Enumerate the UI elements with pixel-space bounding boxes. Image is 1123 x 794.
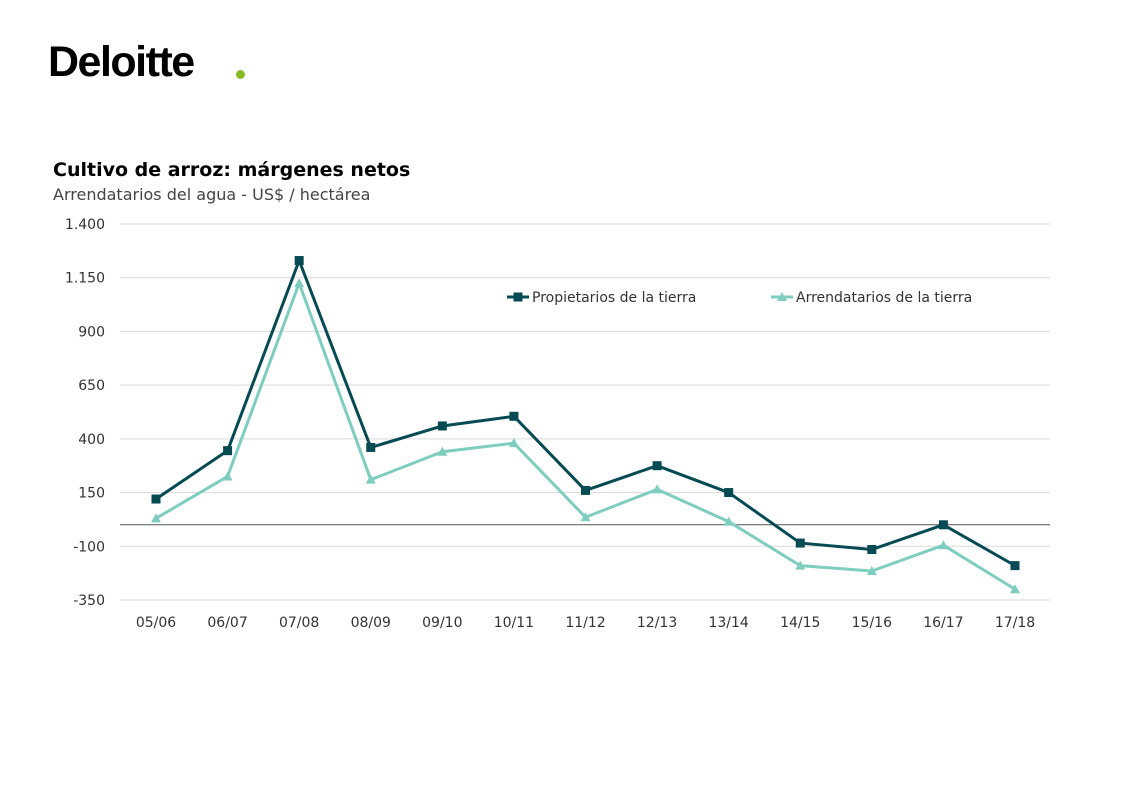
legend-label: Arrendatarios de la tierra xyxy=(796,290,972,306)
x-tick-label: 10/11 xyxy=(494,615,534,631)
data-point xyxy=(365,474,376,484)
y-tick-label: 150 xyxy=(78,486,105,502)
x-tick-label: 09/10 xyxy=(422,615,462,631)
data-point xyxy=(867,545,877,555)
series-group xyxy=(151,256,1020,594)
legend-marker xyxy=(777,292,787,301)
y-tick-label: 1.400 xyxy=(65,217,105,233)
y-tick-labels: -350 -100 150 400 650 900 1.150 1.400 xyxy=(65,217,105,609)
x-tick-label: 17/18 xyxy=(995,615,1035,631)
data-point xyxy=(795,560,806,570)
x-tick-labels: 05/06 06/07 07/08 08/09 09/10 10/11 11/12 12/13… xyxy=(136,615,1035,631)
x-tick-label: 13/14 xyxy=(708,615,748,631)
x-tick-label: 05/06 xyxy=(136,615,176,631)
data-point xyxy=(652,461,662,471)
legend-marker xyxy=(513,292,523,302)
logo-dot xyxy=(236,70,245,79)
data-point xyxy=(223,446,233,456)
x-tick-label: 06/07 xyxy=(207,615,247,631)
data-point xyxy=(724,488,734,498)
data-point xyxy=(294,278,305,288)
legend-item: Arrendatarios de la tierra xyxy=(771,290,972,306)
data-point xyxy=(508,438,519,448)
y-tick-label: -100 xyxy=(73,539,105,555)
data-point xyxy=(294,256,304,266)
data-point xyxy=(1010,561,1020,571)
data-point xyxy=(580,512,591,522)
data-point xyxy=(366,442,376,452)
data-point xyxy=(795,538,805,548)
data-point xyxy=(652,484,663,494)
y-tick-label: 650 xyxy=(78,378,105,394)
x-tick-label: 14/15 xyxy=(780,615,820,631)
data-point xyxy=(222,471,233,481)
data-point xyxy=(723,516,734,526)
x-tick-label: 12/13 xyxy=(637,615,677,631)
deloitte-logo: Deloitte xyxy=(48,38,195,86)
data-point xyxy=(938,520,948,530)
data-point xyxy=(866,565,877,575)
gridlines xyxy=(120,223,1050,601)
data-point xyxy=(151,513,161,523)
y-tick-label: 400 xyxy=(78,432,105,448)
chart-title: Cultivo de arroz: márgenes netos xyxy=(53,159,411,181)
y-tick-label: 900 xyxy=(78,324,105,340)
data-point xyxy=(509,411,519,421)
y-tick-label: 1.150 xyxy=(65,271,105,287)
data-point xyxy=(437,446,448,456)
x-tick-label: 11/12 xyxy=(565,615,605,631)
data-point xyxy=(1010,584,1020,594)
legend-item: Propietarios de la tierra xyxy=(507,290,696,306)
x-tick-label: 15/16 xyxy=(852,615,892,631)
chart-subtitle: Arrendatarios del agua - US$ / hectárea xyxy=(53,185,371,204)
legend-label: Propietarios de la tierra xyxy=(532,290,696,306)
series-1 xyxy=(151,256,1020,571)
data-point xyxy=(581,485,590,495)
legend: Propietarios de la tierra Arrendatarios d… xyxy=(507,290,972,306)
data-point xyxy=(437,421,447,431)
x-tick-label: 08/09 xyxy=(351,615,391,631)
x-tick-label: 07/08 xyxy=(279,615,319,631)
x-tick-label: 16/17 xyxy=(923,615,963,631)
data-point xyxy=(938,540,949,550)
y-tick-label: -350 xyxy=(73,593,105,609)
data-point xyxy=(151,494,161,504)
series-2 xyxy=(151,278,1020,594)
